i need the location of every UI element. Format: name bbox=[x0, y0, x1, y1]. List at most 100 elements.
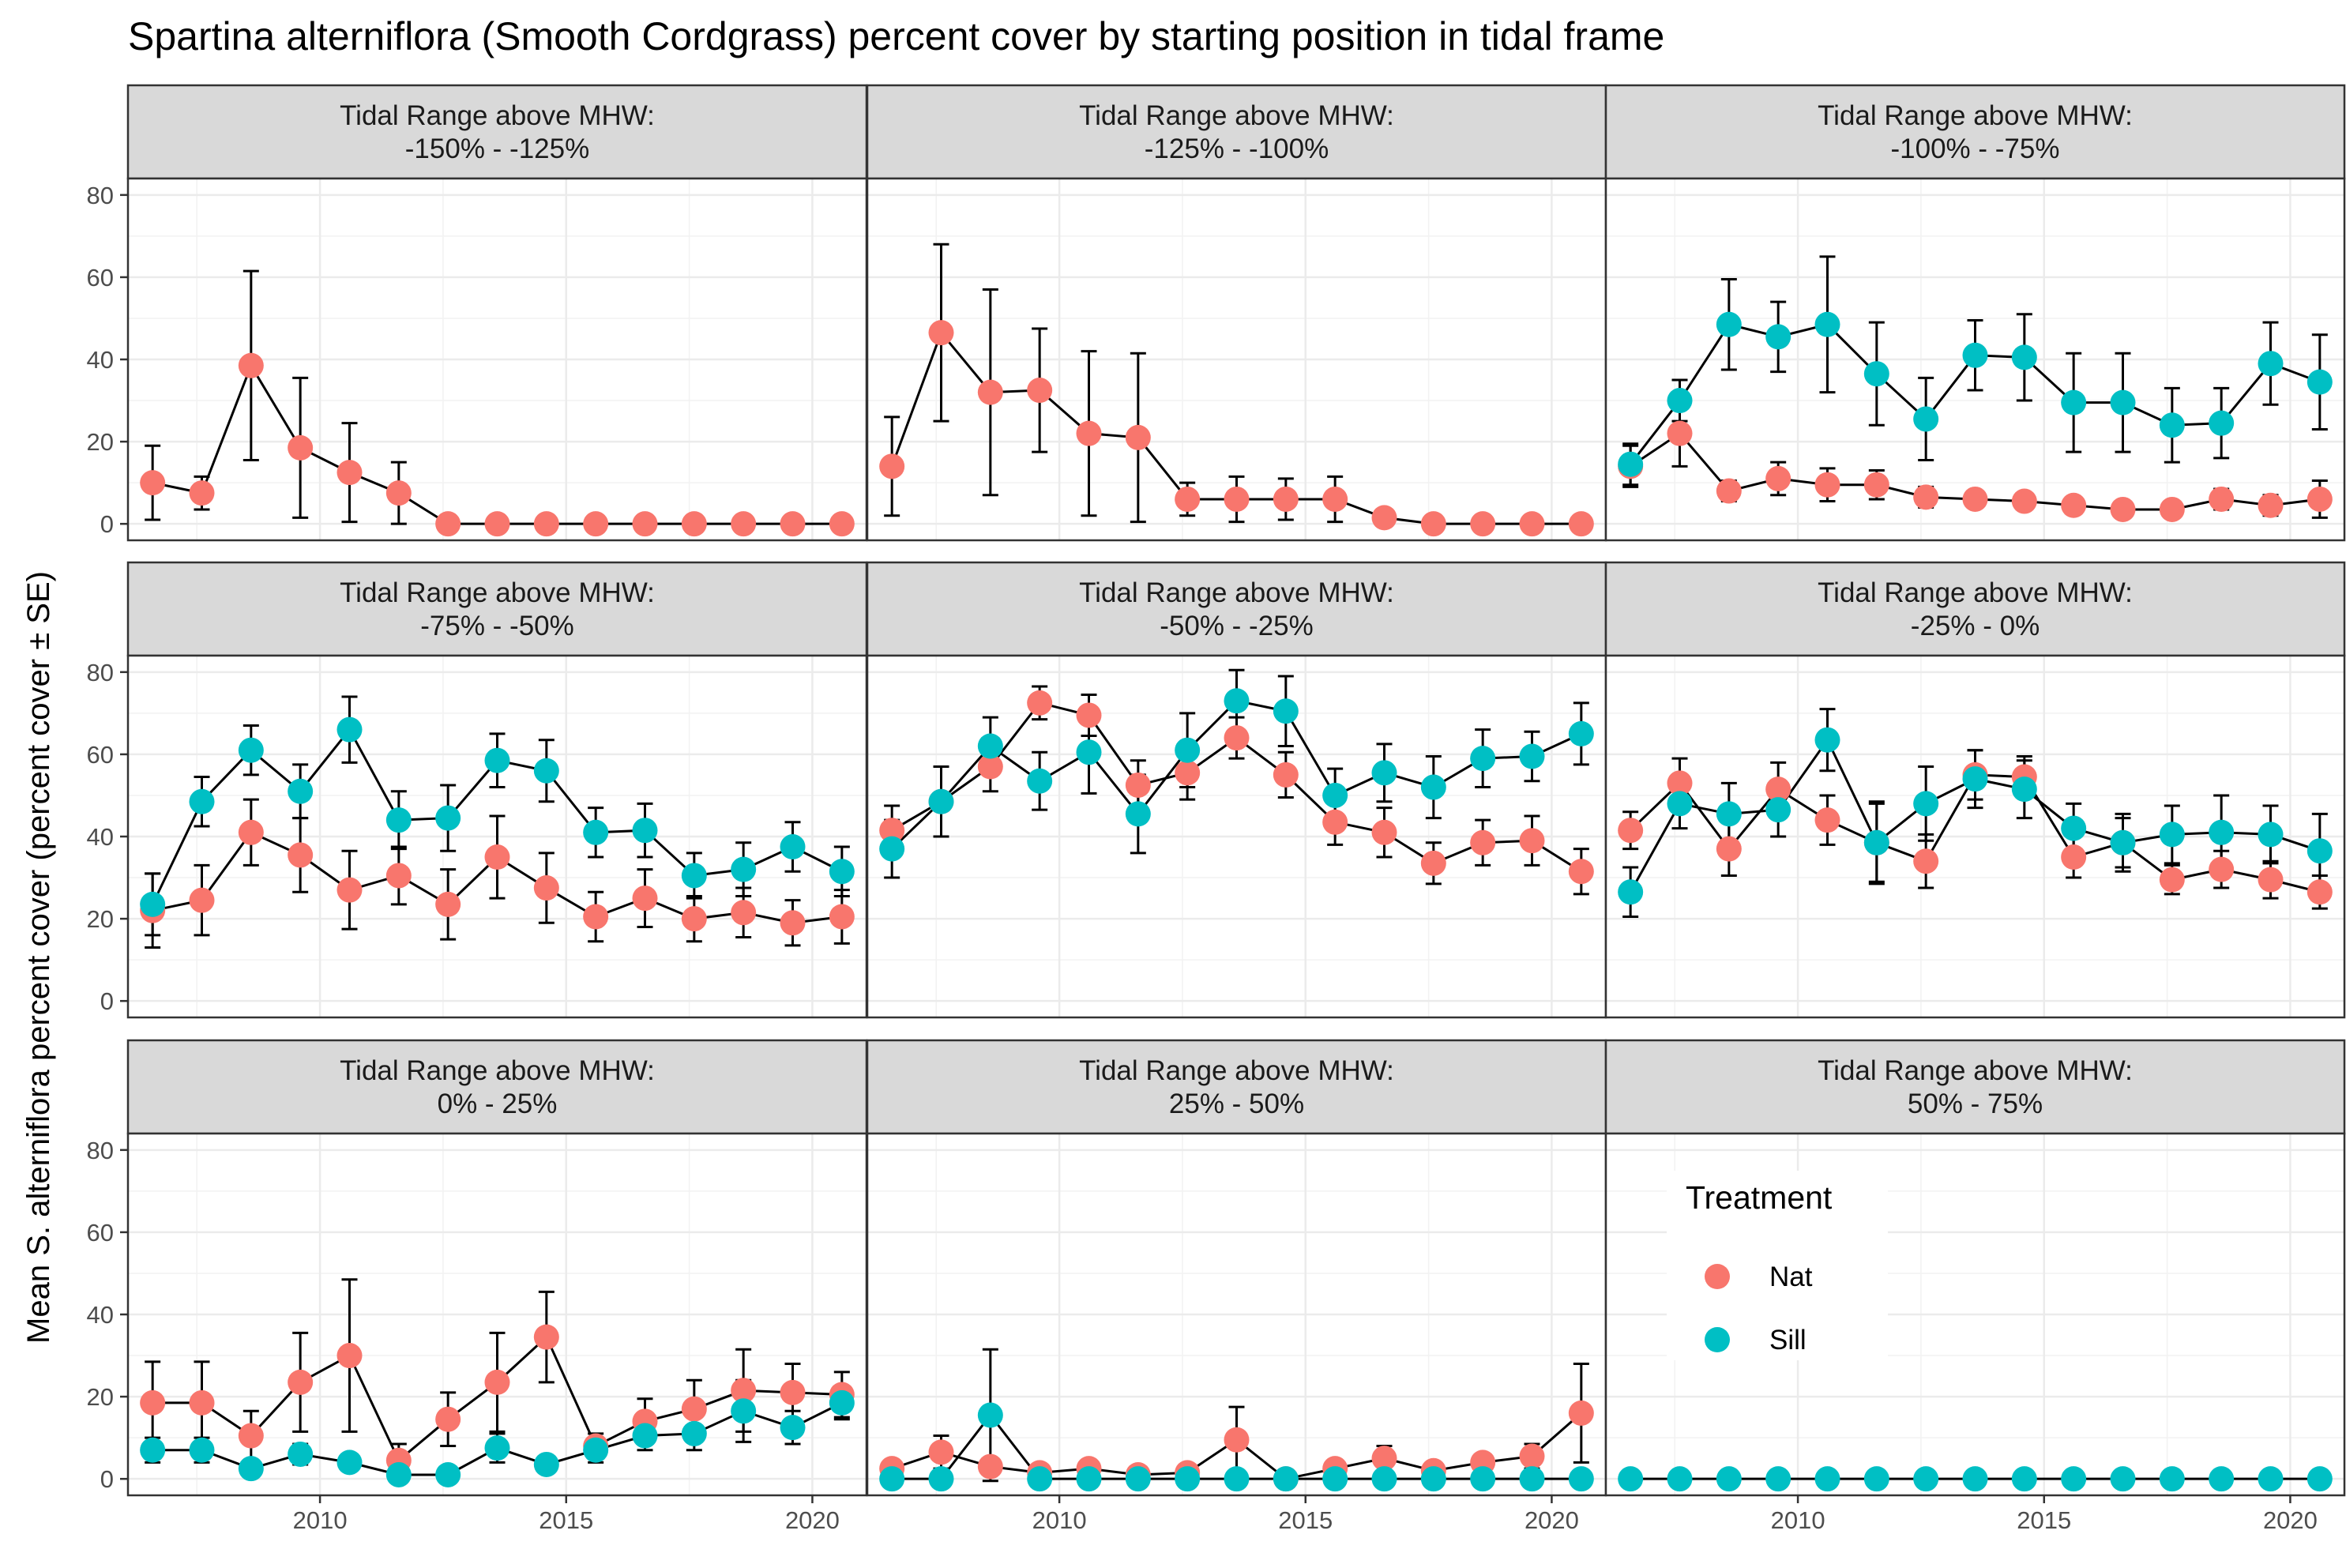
data-point bbox=[1322, 486, 1348, 512]
data-point bbox=[731, 1378, 757, 1404]
data-point bbox=[2307, 838, 2333, 864]
data-point bbox=[1371, 819, 1397, 845]
data-point bbox=[238, 819, 264, 845]
data-point bbox=[1667, 770, 1693, 796]
points-sill bbox=[140, 716, 855, 917]
data-point bbox=[238, 1456, 264, 1482]
data-point bbox=[1470, 1466, 1496, 1492]
data-point bbox=[681, 1396, 707, 1422]
data-point bbox=[1125, 1466, 1151, 1492]
data-point bbox=[435, 511, 461, 537]
data-point bbox=[928, 1439, 954, 1465]
points-sill bbox=[879, 1402, 1594, 1492]
data-point bbox=[731, 1398, 757, 1424]
data-point bbox=[2159, 867, 2185, 893]
data-point bbox=[1470, 511, 1496, 537]
data-point bbox=[1568, 1466, 1594, 1492]
data-point bbox=[1913, 791, 1939, 817]
data-point bbox=[336, 1343, 363, 1369]
data-point bbox=[731, 511, 757, 537]
points-nat bbox=[879, 320, 1594, 537]
data-point bbox=[1076, 702, 1102, 728]
panel-border bbox=[1604, 177, 2346, 542]
data-point bbox=[632, 886, 658, 912]
data-point bbox=[681, 1420, 707, 1446]
data-point bbox=[1618, 818, 1644, 844]
data-point bbox=[2061, 389, 2087, 416]
data-point bbox=[1716, 801, 1742, 827]
data-point bbox=[1716, 1466, 1742, 1492]
data-point bbox=[533, 875, 559, 901]
data-point bbox=[1716, 311, 1742, 337]
facet-strip-range: -50% - -25% bbox=[1160, 611, 1314, 641]
data-point bbox=[1470, 829, 1496, 855]
data-point bbox=[385, 807, 412, 833]
data-point bbox=[1814, 311, 1840, 337]
data-point bbox=[2258, 822, 2284, 848]
data-point bbox=[385, 1461, 412, 1487]
data-point bbox=[681, 511, 707, 537]
data-point bbox=[780, 910, 806, 936]
y-tick-label: 80 bbox=[87, 182, 114, 209]
facet-strip-header: Tidal Range above MHW: bbox=[340, 100, 655, 131]
data-point bbox=[1962, 1466, 1988, 1492]
facet-strip-header: Tidal Range above MHW: bbox=[1079, 100, 1394, 131]
data-point bbox=[977, 1453, 1003, 1480]
data-point bbox=[1568, 1400, 1594, 1426]
x-tick-label: 2010 bbox=[293, 1506, 348, 1534]
facet-strip bbox=[1604, 84, 2346, 180]
data-point bbox=[533, 1324, 559, 1350]
y-tick-label: 20 bbox=[87, 1383, 114, 1411]
data-point bbox=[1913, 406, 1939, 432]
data-point bbox=[879, 453, 905, 479]
data-point bbox=[238, 737, 264, 763]
facet-strip-range: -100% - -75% bbox=[1891, 133, 2060, 164]
data-point bbox=[2159, 1466, 2185, 1492]
data-point bbox=[2061, 492, 2087, 518]
y-tick-label: 60 bbox=[87, 264, 114, 291]
panel-8: Tidal Range above MHW:25% - 50% 2010 2015 2… bbox=[866, 1039, 1607, 1534]
data-point bbox=[1076, 420, 1102, 446]
facet-strip bbox=[1604, 561, 2346, 657]
data-point bbox=[731, 856, 757, 882]
data-point bbox=[336, 1450, 363, 1476]
data-point bbox=[1765, 324, 1791, 350]
data-point bbox=[2159, 412, 2185, 438]
data-point bbox=[2011, 1466, 2037, 1492]
data-point bbox=[1371, 505, 1397, 531]
facet-strip-range: -125% - -100% bbox=[1145, 133, 1329, 164]
data-point bbox=[1175, 1466, 1201, 1492]
data-point bbox=[1716, 478, 1742, 504]
data-point bbox=[189, 788, 215, 814]
x-tick-label: 2015 bbox=[2017, 1506, 2071, 1534]
data-point bbox=[1125, 772, 1151, 798]
data-point bbox=[928, 320, 954, 346]
y-tick-label: 20 bbox=[87, 428, 114, 456]
data-point bbox=[681, 863, 707, 889]
data-point bbox=[1667, 420, 1693, 446]
data-point bbox=[1224, 486, 1250, 512]
data-point bbox=[140, 891, 166, 917]
data-point bbox=[336, 877, 363, 903]
data-point bbox=[681, 906, 707, 932]
data-point bbox=[2258, 351, 2284, 377]
data-point bbox=[288, 1441, 314, 1467]
data-point bbox=[484, 844, 510, 870]
y-tick-label: 80 bbox=[87, 659, 114, 686]
data-point bbox=[288, 842, 314, 868]
x-tick-label: 2010 bbox=[1771, 1506, 1825, 1534]
facet-strip-header: Tidal Range above MHW: bbox=[1818, 577, 2133, 608]
facet-strip-header: Tidal Range above MHW: bbox=[340, 577, 655, 608]
data-point bbox=[1814, 1466, 1840, 1492]
data-point bbox=[1371, 760, 1397, 786]
facet-strip bbox=[126, 561, 868, 657]
data-point bbox=[1420, 511, 1446, 537]
data-point bbox=[780, 1379, 806, 1405]
panel-5: Tidal Range above MHW:-50% - -25% bbox=[866, 561, 1607, 1019]
data-point bbox=[1027, 690, 1053, 716]
data-point bbox=[238, 1423, 264, 1449]
legend-key-nat bbox=[1705, 1264, 1730, 1289]
data-point bbox=[1322, 782, 1348, 808]
panel-4: Tidal Range above MHW:-75% - -50% 0 20 40 60… bbox=[87, 561, 868, 1019]
